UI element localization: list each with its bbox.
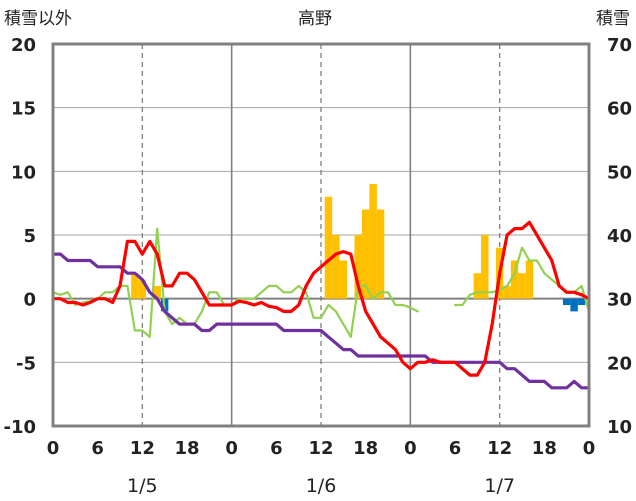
bar [354,235,362,299]
day-label: 1/6 [306,475,337,497]
x-tick-label: 12 [487,438,512,459]
bar [473,273,482,299]
right-tick-label: 50 [607,162,632,183]
left-tick-label: -10 [3,417,36,438]
x-tick-label: 18 [532,438,557,459]
series-line [51,252,591,390]
x-tick-label: 6 [91,438,104,459]
x-tick-label: 0 [404,438,417,459]
day-label: 1/5 [127,475,158,497]
right-tick-label: 60 [607,99,632,120]
line-series [51,220,591,390]
day-label: 1/7 [484,475,515,497]
bar [339,260,348,299]
x-tick-label: 18 [174,438,199,459]
x-tick-label: 0 [47,438,60,459]
bar [570,298,578,312]
bar-series [131,184,586,312]
chart-title: 高野 [298,9,332,29]
plot-border [51,42,591,428]
right-tick-label: 10 [607,417,632,438]
x-tick-label: 0 [583,438,596,459]
left-tick-label: -5 [16,353,36,374]
left-tick-label: 0 [23,290,36,311]
bar [525,260,534,299]
bar [324,196,333,299]
bar [361,209,370,299]
bar [510,260,519,299]
bar [153,285,161,299]
right-tick-label: 70 [607,35,632,56]
bar [481,235,489,299]
bar [131,273,139,299]
bar [518,273,526,299]
bar [138,279,147,299]
left-tick-label: 15 [11,99,36,120]
x-tick-label: 12 [130,438,155,459]
x-tick-label: 6 [270,438,283,459]
right-tick-label: 40 [607,226,632,247]
x-tick-label: 0 [225,438,238,459]
plot-frame [51,42,591,428]
x-tick-label: 18 [353,438,378,459]
bar [332,235,340,299]
series-line [51,220,591,377]
right-axis-label: 積雪 [596,9,630,29]
right-tick-label: 30 [607,290,632,311]
bar [577,298,586,306]
bar [503,285,511,299]
left-axis-label: 積雪以外 [4,9,72,29]
left-tick-label: 10 [11,162,36,183]
x-tick-label: 12 [308,438,333,459]
bar [376,209,385,299]
bar [562,298,571,306]
right-tick-label: 20 [607,353,632,374]
left-tick-label: 5 [23,226,36,247]
x-tick-label: 6 [449,438,462,459]
bar [369,184,377,299]
left-tick-label: 20 [11,35,36,56]
